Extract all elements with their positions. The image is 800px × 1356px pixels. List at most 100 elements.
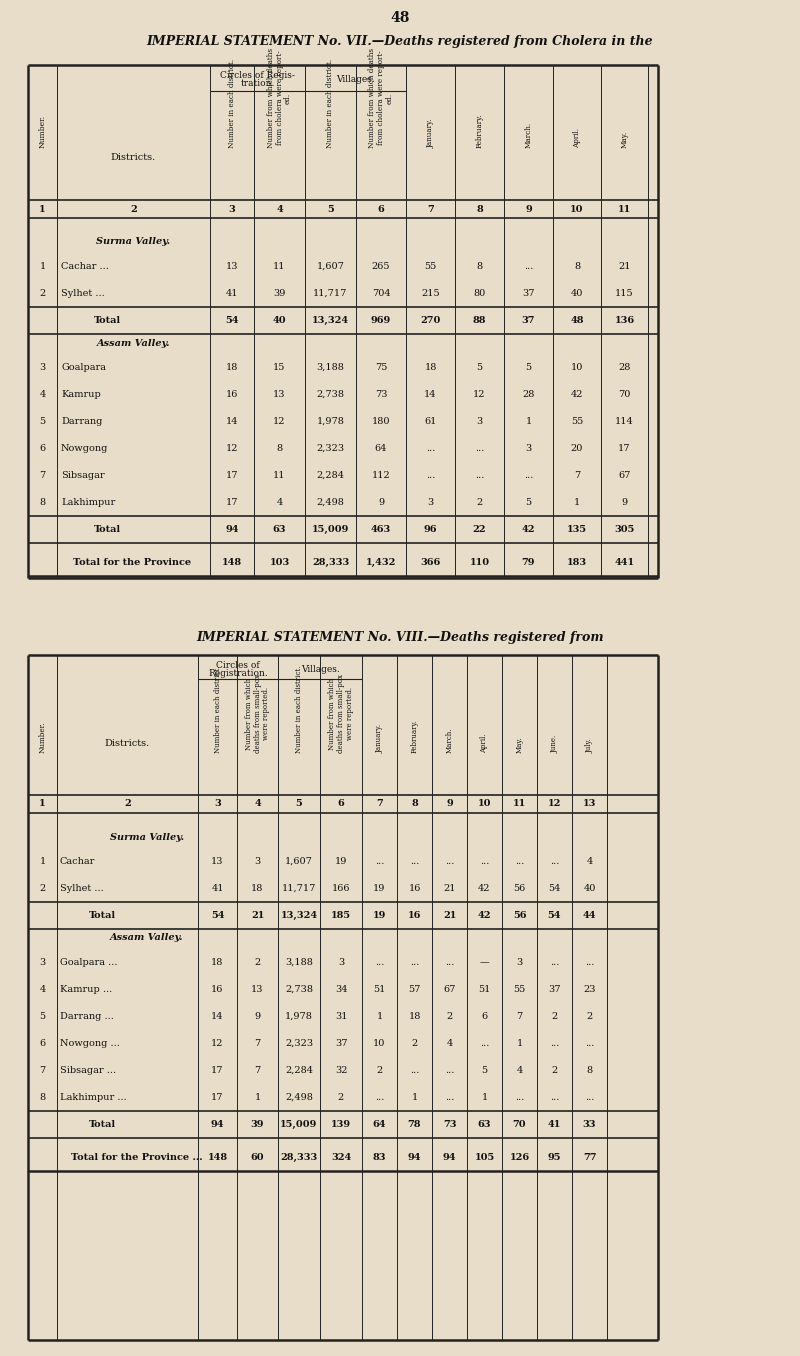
Text: 4: 4 — [276, 498, 282, 507]
Text: ...: ... — [410, 857, 419, 866]
Text: 1,607: 1,607 — [285, 857, 313, 866]
Text: 48: 48 — [570, 316, 584, 325]
Text: 2: 2 — [124, 800, 131, 808]
Text: 13: 13 — [226, 262, 238, 271]
Text: 63: 63 — [273, 525, 286, 534]
Text: Sylhet ...: Sylhet ... — [61, 289, 105, 298]
Text: 16: 16 — [226, 391, 238, 399]
Text: 3: 3 — [254, 857, 261, 866]
Text: ...: ... — [524, 262, 533, 271]
Text: Surma Valley.: Surma Valley. — [97, 237, 170, 247]
Text: 1: 1 — [39, 205, 46, 213]
Text: 4: 4 — [446, 1039, 453, 1048]
Text: 6: 6 — [482, 1012, 487, 1021]
Text: 63: 63 — [478, 1120, 491, 1130]
Text: 1: 1 — [254, 1093, 261, 1102]
Text: Nowgong ...: Nowgong ... — [60, 1039, 120, 1048]
Text: 10: 10 — [374, 1039, 386, 1048]
Text: ...: ... — [426, 471, 435, 480]
Text: 1: 1 — [39, 857, 46, 866]
Text: 54: 54 — [226, 316, 238, 325]
Text: 5: 5 — [327, 205, 334, 213]
Text: 215: 215 — [421, 289, 440, 298]
Text: 5: 5 — [482, 1066, 487, 1075]
Text: 5: 5 — [39, 418, 46, 426]
Text: ...: ... — [515, 857, 524, 866]
Text: 2,738: 2,738 — [285, 984, 313, 994]
Text: Goalpara ...: Goalpara ... — [60, 957, 118, 967]
Text: ...: ... — [375, 957, 384, 967]
Text: 77: 77 — [582, 1153, 596, 1162]
Text: Assam Valley.: Assam Valley. — [97, 339, 170, 347]
Text: 2,498: 2,498 — [285, 1093, 313, 1102]
Text: 21: 21 — [443, 884, 456, 894]
Text: 60: 60 — [250, 1153, 264, 1162]
Text: 54: 54 — [548, 884, 561, 894]
Text: 5: 5 — [526, 498, 531, 507]
Text: Sibsagar ...: Sibsagar ... — [60, 1066, 116, 1075]
Text: 114: 114 — [615, 418, 634, 426]
Text: 39: 39 — [274, 289, 286, 298]
Text: 12: 12 — [548, 800, 561, 808]
Text: 1: 1 — [482, 1093, 488, 1102]
Text: 55: 55 — [424, 262, 437, 271]
Text: 13,324: 13,324 — [312, 316, 349, 325]
Text: 13: 13 — [583, 800, 596, 808]
Text: 1: 1 — [574, 498, 580, 507]
Text: 7: 7 — [254, 1066, 261, 1075]
Text: Total: Total — [89, 1120, 115, 1130]
Text: Registration.: Registration. — [208, 670, 268, 678]
Text: April.: April. — [573, 127, 581, 148]
Text: 9: 9 — [525, 205, 532, 213]
Text: 18: 18 — [226, 363, 238, 372]
Text: 1: 1 — [39, 262, 46, 271]
Text: 39: 39 — [250, 1120, 264, 1130]
Text: ...: ... — [445, 1093, 454, 1102]
Text: 3: 3 — [229, 205, 235, 213]
Text: 11: 11 — [274, 471, 286, 480]
Text: 8: 8 — [476, 205, 483, 213]
Text: 1: 1 — [526, 418, 532, 426]
Text: IMPERIAL STATEMENT No. VII.—Deaths registered from Cholera in the: IMPERIAL STATEMENT No. VII.—Deaths regis… — [146, 35, 654, 49]
Text: 115: 115 — [615, 289, 634, 298]
Text: Kamrup: Kamrup — [61, 391, 101, 399]
Text: ...: ... — [480, 1039, 489, 1048]
Text: 41: 41 — [226, 289, 238, 298]
Text: 2,498: 2,498 — [317, 498, 345, 507]
Text: 17: 17 — [211, 1093, 224, 1102]
Text: 2: 2 — [338, 1093, 344, 1102]
Text: 366: 366 — [420, 559, 441, 567]
Text: 11: 11 — [618, 205, 631, 213]
Text: 183: 183 — [567, 559, 587, 567]
Text: 41: 41 — [548, 1120, 561, 1130]
Text: 10: 10 — [478, 800, 491, 808]
Text: Sibsagar: Sibsagar — [61, 471, 105, 480]
Text: May.: May. — [515, 736, 523, 753]
Text: 110: 110 — [470, 559, 490, 567]
Text: 9: 9 — [622, 498, 627, 507]
Text: 2: 2 — [551, 1066, 558, 1075]
Text: Circles of Regis-: Circles of Regis- — [220, 71, 295, 80]
Text: 6: 6 — [39, 443, 46, 453]
Text: 3: 3 — [39, 363, 46, 372]
Text: 185: 185 — [331, 911, 351, 919]
Text: 2: 2 — [411, 1039, 418, 1048]
Text: 17: 17 — [618, 443, 630, 453]
Text: 4: 4 — [586, 857, 593, 866]
Text: 2: 2 — [551, 1012, 558, 1021]
Text: Total: Total — [94, 316, 121, 325]
Text: 55: 55 — [571, 418, 583, 426]
Text: ...: ... — [550, 1039, 559, 1048]
Text: March.: March. — [446, 728, 454, 753]
Text: January.: January. — [426, 118, 434, 148]
Text: Lakhimpur: Lakhimpur — [61, 498, 115, 507]
Text: 8: 8 — [39, 498, 46, 507]
Text: 64: 64 — [375, 443, 387, 453]
Text: 70: 70 — [513, 1120, 526, 1130]
Text: 37: 37 — [334, 1039, 347, 1048]
Text: 28,333: 28,333 — [280, 1153, 318, 1162]
Text: Number from which
deaths from small-pox
were reported.: Number from which deaths from small-pox … — [328, 674, 354, 753]
Text: Number.: Number. — [38, 115, 46, 148]
Text: 3,188: 3,188 — [317, 363, 345, 372]
Text: 1: 1 — [376, 1012, 382, 1021]
